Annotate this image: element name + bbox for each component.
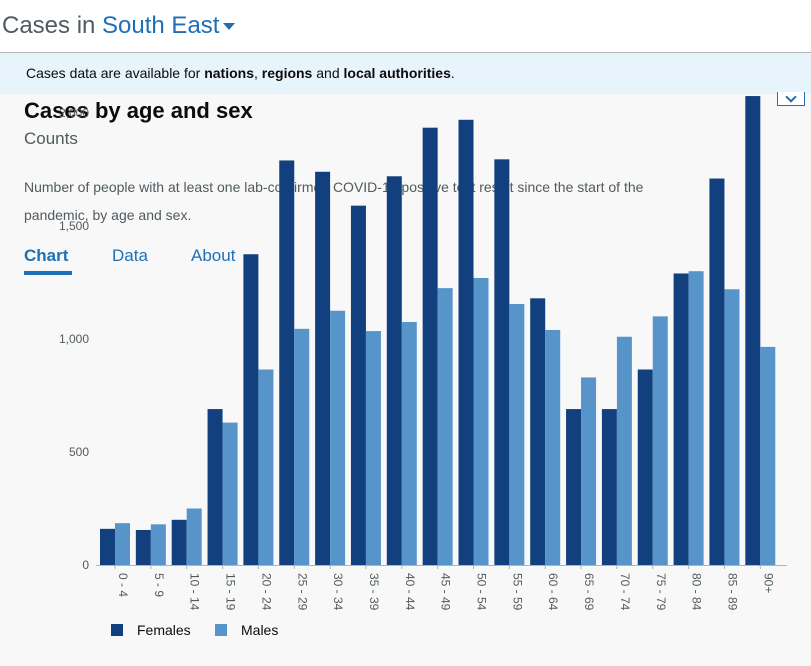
x-tick-label: 45 - 49 (439, 573, 453, 611)
x-tick-label: 85 - 89 (725, 573, 739, 611)
x-tick-label: 15 - 19 (224, 573, 238, 611)
x-tick-label: 0 - 4 (116, 573, 130, 597)
banner-nations: nations (204, 65, 254, 81)
y-axis: 0 500 1,000 1,500 2,000 (59, 106, 89, 572)
age-sex-bar-chart: 0 500 1,000 1,500 2,000 0 - 4 5 - 9 10 - 14 15 … (59, 96, 788, 638)
bar-females-6 (315, 171, 331, 565)
x-tick-label: 5 - 9 (152, 573, 166, 597)
area-selector[interactable]: South East (102, 12, 236, 39)
bar-females-13 (566, 409, 582, 565)
caret-down-icon (223, 23, 236, 31)
tab-active-indicator (24, 271, 72, 275)
tab-data-label: Data (112, 246, 148, 265)
legend-label-females: Females (137, 622, 191, 638)
x-tick-label: 20 - 24 (259, 573, 273, 611)
y-tick-label: 1,500 (59, 219, 89, 233)
bar-females-9 (422, 127, 438, 565)
card-subtitle: Counts (24, 129, 78, 148)
x-tick-label: 55 - 59 (510, 573, 524, 611)
x-tick-label: 70 - 74 (618, 573, 632, 611)
x-tick-label: 75 - 79 (654, 573, 668, 611)
tab-about-label: About (191, 246, 236, 265)
info-banner: Cases data are available for nations, re… (0, 53, 811, 94)
download-button[interactable] (777, 91, 805, 106)
bar-females-5 (279, 160, 295, 565)
tab-about[interactable]: About (191, 246, 235, 266)
tab-data[interactable]: Data (112, 246, 148, 266)
bar-males-1 (150, 524, 166, 565)
bar-females-7 (350, 205, 366, 565)
banner-end: . (450, 65, 455, 81)
card-description: Number of people with at least one lab-c… (24, 179, 644, 223)
y-tick-label: 1,000 (59, 332, 89, 346)
bar-females-17 (709, 178, 725, 565)
bar-females-8 (386, 176, 402, 565)
banner-and: and (316, 65, 340, 81)
x-tick-label: 80 - 84 (690, 573, 704, 611)
bar-males-9 (437, 288, 453, 565)
x-tick-label: 65 - 69 (582, 573, 596, 611)
y-tick-label: 500 (69, 445, 89, 459)
bar-males-11 (509, 303, 525, 565)
bar-males-2 (186, 508, 202, 565)
bar-males-18 (760, 346, 776, 565)
bar-males-3 (222, 422, 238, 565)
banner-lead: Cases data are available for (26, 65, 201, 81)
bar-females-12 (530, 298, 546, 565)
bar-females-16 (673, 273, 689, 565)
bar-males-17 (724, 289, 740, 565)
bar-females-1 (135, 529, 151, 565)
bar-males-10 (473, 277, 489, 565)
y-tick-label: 2,000 (59, 106, 89, 120)
x-tick-label: 35 - 39 (367, 573, 381, 611)
bar-males-12 (545, 329, 561, 565)
card-title: Cases by age and sex (24, 98, 253, 123)
x-tick-label: 25 - 29 (295, 573, 309, 611)
bar-males-16 (688, 271, 704, 565)
x-tick-label: 30 - 34 (331, 573, 345, 611)
bar-males-6 (330, 310, 346, 565)
legend-swatch-males (215, 624, 227, 636)
bar-males-15 (652, 316, 668, 565)
bars (100, 96, 776, 566)
x-tick-label: 10 - 14 (188, 573, 202, 611)
bar-males-5 (294, 328, 310, 565)
banner-regions: regions (261, 65, 313, 81)
x-tick-label: 40 - 44 (403, 573, 417, 611)
tab-chart-label: Chart (24, 246, 69, 265)
y-tick-label: 0 (82, 558, 89, 572)
bar-females-18 (745, 96, 761, 566)
legend-label-males: Males (241, 622, 278, 638)
bar-males-13 (581, 377, 597, 565)
bar-females-4 (243, 254, 259, 565)
bar-males-14 (616, 336, 632, 565)
bar-males-8 (401, 322, 417, 565)
bar-females-14 (601, 409, 617, 565)
legend: Females Males (111, 622, 278, 638)
area-selector-label: South East (102, 12, 220, 39)
page-heading-prefix: Cases in (2, 12, 96, 39)
banner-separator: , (254, 65, 258, 81)
x-tick-label: 50 - 54 (475, 573, 489, 611)
bar-females-3 (207, 409, 223, 565)
bar-females-15 (637, 369, 653, 565)
bar-females-0 (100, 528, 115, 565)
x-tick-label: 90+ (761, 573, 775, 593)
tab-chart[interactable]: Chart (24, 246, 72, 275)
chart-card: Cases by age and sex Counts Number of pe… (0, 91, 811, 666)
bar-males-7 (365, 331, 381, 565)
page-heading: Cases in South East (2, 12, 236, 40)
x-tick-label: 60 - 64 (546, 573, 560, 611)
header-divider (0, 52, 811, 53)
x-axis: 0 - 4 5 - 9 10 - 14 15 - 19 20 - 24 25 - 29 30… (96, 565, 788, 611)
bar-females-11 (494, 159, 510, 565)
bar-males-4 (258, 369, 274, 565)
bar-females-10 (458, 119, 474, 565)
banner-local-authorities: local authorities (343, 65, 451, 81)
bar-males-0 (115, 523, 130, 565)
bar-females-2 (171, 519, 187, 565)
legend-swatch-females (111, 624, 123, 636)
